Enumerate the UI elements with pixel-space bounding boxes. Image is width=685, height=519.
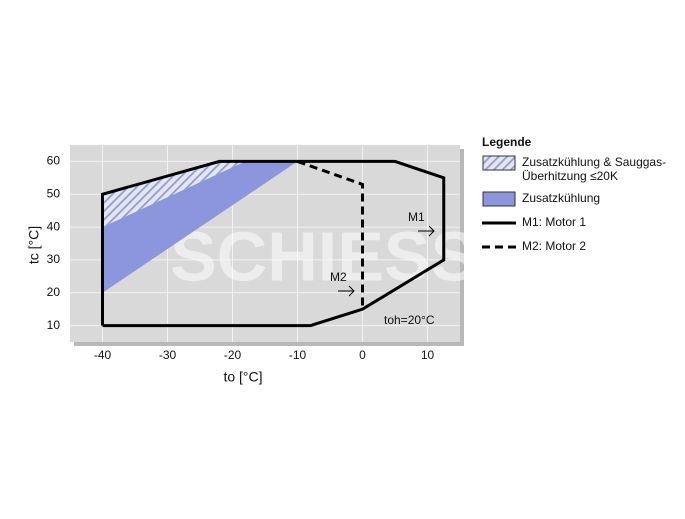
legend-swatch bbox=[482, 191, 516, 207]
x-tick-label: -10 bbox=[289, 348, 307, 362]
arrow bbox=[418, 225, 435, 237]
y-tick-label: 30 bbox=[47, 252, 61, 266]
legend-swatch bbox=[482, 221, 516, 225]
y-tick-label: 50 bbox=[47, 186, 61, 200]
legend-label: Zusatzkühlung bbox=[522, 191, 601, 205]
arrow bbox=[338, 285, 355, 297]
y-tick-label: 10 bbox=[47, 318, 61, 332]
y-axis-label: tc [°C] bbox=[26, 226, 42, 264]
legend: Legende Zusatzkühlung & Sauggas-Überhitz… bbox=[482, 135, 677, 263]
x-tick-label: 0 bbox=[359, 348, 366, 362]
series-fill bbox=[102, 161, 298, 293]
y-tick-label: 40 bbox=[47, 219, 61, 233]
y-tick-label: 20 bbox=[47, 285, 61, 299]
legend-item: M2: Motor 2 bbox=[482, 239, 677, 255]
x-tick-label: -20 bbox=[224, 348, 242, 362]
legend-swatch bbox=[482, 245, 516, 249]
series-solid bbox=[101, 159, 446, 328]
legend-label: M1: Motor 1 bbox=[522, 215, 587, 229]
annotation: M2 bbox=[330, 270, 347, 284]
legend-label: Zusatzkühlung & Sauggas-Überhitzung ≤20K bbox=[522, 155, 667, 183]
legend-label: M2: Motor 2 bbox=[522, 239, 587, 253]
x-tick-label: -40 bbox=[94, 348, 112, 362]
legend-item: M1: Motor 1 bbox=[482, 215, 677, 231]
series-dashed bbox=[296, 160, 364, 310]
legend-title: Legende bbox=[482, 135, 532, 149]
annotation: M1 bbox=[408, 210, 425, 224]
swatch bbox=[482, 155, 516, 171]
x-tick-label: 10 bbox=[421, 348, 435, 362]
annotation: toh=20°C bbox=[384, 313, 435, 327]
swatch bbox=[482, 191, 516, 207]
legend-item: Zusatzkühlung & Sauggas-Überhitzung ≤20K bbox=[482, 155, 677, 183]
x-axis-label: to [°C] bbox=[223, 369, 262, 385]
watermark: SCHIESSL bbox=[170, 217, 520, 295]
legend-item: Zusatzkühlung bbox=[482, 191, 677, 207]
legend-swatch bbox=[482, 155, 516, 171]
y-tick-label: 60 bbox=[47, 154, 61, 168]
x-tick-label: -30 bbox=[159, 348, 177, 362]
